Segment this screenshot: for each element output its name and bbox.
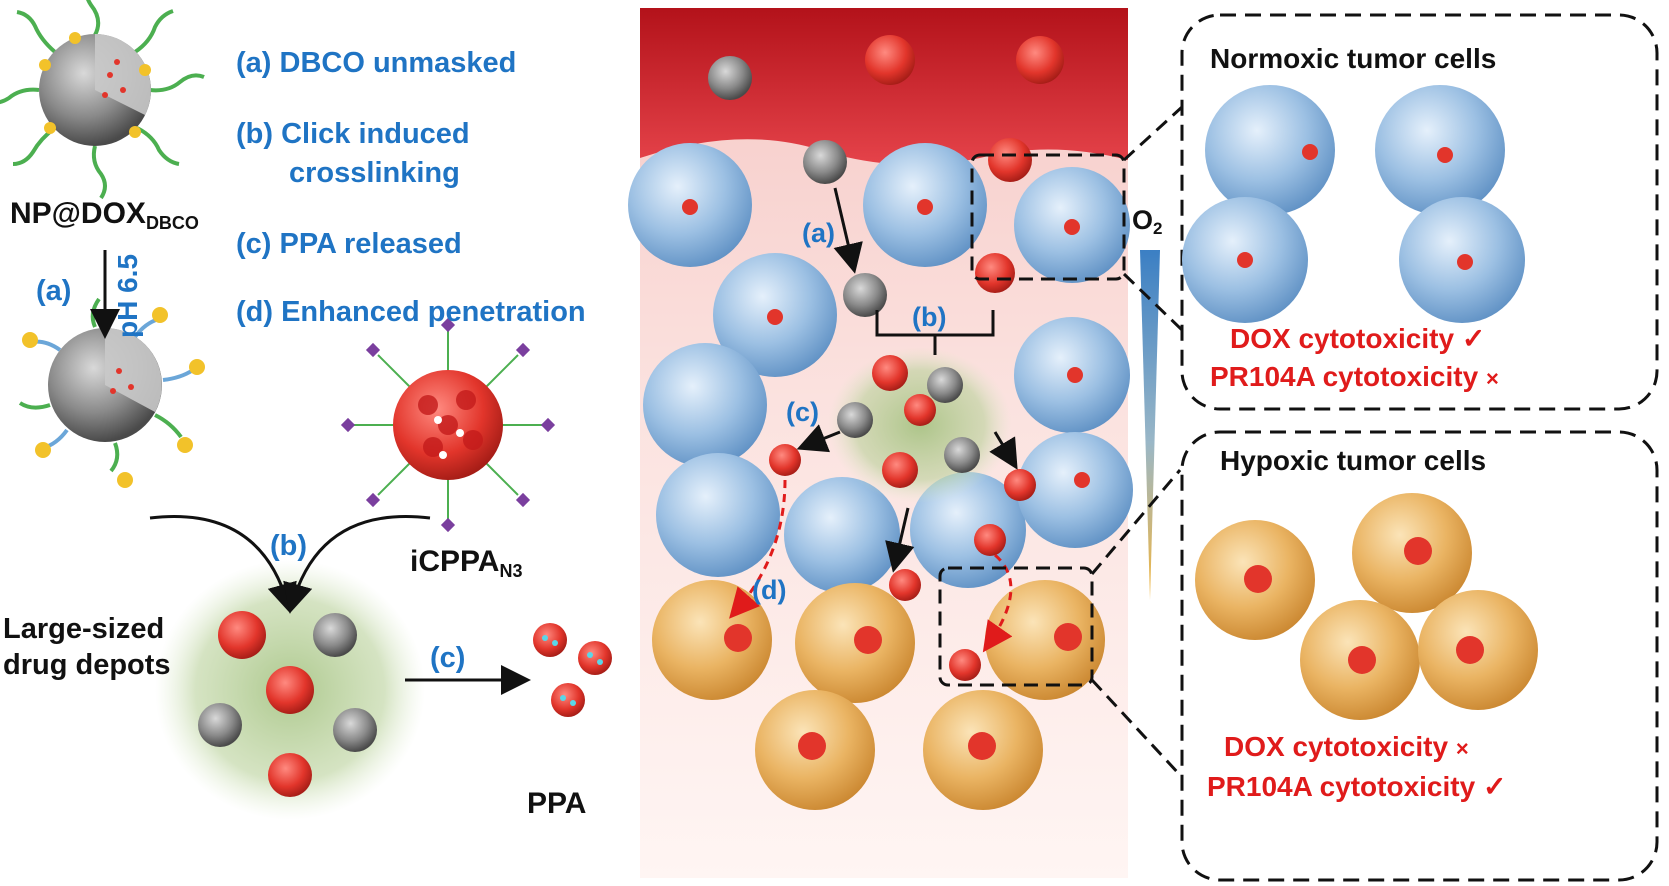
depot-label-line2: drug depots bbox=[3, 649, 171, 681]
step-c-label: (c) PPA released bbox=[236, 228, 462, 260]
ph-label: pH 6.5 bbox=[112, 253, 143, 338]
tissue-nanoparticles bbox=[708, 35, 1064, 681]
icppa-n3-label: iCPPAN3 bbox=[410, 545, 523, 581]
scheme-arrows bbox=[90, 250, 531, 695]
hypoxic-panel bbox=[1180, 430, 1659, 882]
blood-vessel bbox=[640, 8, 1128, 165]
depot-label-line1: Large-sized bbox=[3, 613, 165, 645]
arrow-a-label: (a) bbox=[36, 275, 72, 307]
tissue-c-label: (c) bbox=[786, 397, 819, 427]
step-b-label-line2: crosslinking bbox=[289, 157, 460, 189]
hypoxic-pr104a-line: PR104A cytotoxicity ✓ bbox=[1207, 771, 1507, 802]
icppa-n3-particle bbox=[340, 317, 556, 533]
tissue-b-label: (b) bbox=[912, 302, 947, 332]
ppa-label: PPA bbox=[527, 787, 587, 820]
hypoxic-dox-line: DOX cytotoxicity × bbox=[1224, 731, 1469, 762]
np-dox-dbco-particle bbox=[0, 0, 205, 200]
zoom-boxes bbox=[938, 105, 1184, 777]
normoxic-dox-line: DOX cytotoxicity ✓ bbox=[1230, 323, 1486, 354]
normoxic-title: Normoxic tumor cells bbox=[1210, 43, 1497, 74]
arrow-b-label: (b) bbox=[270, 530, 308, 562]
normoxic-pr104a-line: PR104A cytotoxicity × bbox=[1210, 361, 1499, 392]
step-a-label: (a) DBCO unmasked bbox=[236, 47, 517, 79]
ppa-particles bbox=[533, 623, 612, 717]
arrow-c-label: (c) bbox=[430, 642, 466, 674]
tissue-d-label: (d) bbox=[752, 575, 787, 605]
hypoxic-title: Hypoxic tumor cells bbox=[1220, 445, 1487, 476]
step-b-label: (b) Click induced bbox=[236, 118, 470, 150]
np-dox-dbco-label: NP@DOXDBCO bbox=[10, 197, 199, 233]
normoxic-panel bbox=[1180, 13, 1659, 411]
tissue-a-label: (a) bbox=[802, 218, 835, 248]
tissue-arrows bbox=[729, 187, 1018, 653]
drug-depot-cluster bbox=[155, 560, 425, 820]
oxygen-gradient bbox=[1140, 250, 1160, 600]
oxygen-label: O2 bbox=[1132, 205, 1163, 238]
step-d-label: (d) Enhanced penetration bbox=[236, 296, 586, 328]
np-dbco-unmasked-particle bbox=[18, 297, 205, 488]
hypoxic-cells bbox=[652, 580, 1105, 810]
